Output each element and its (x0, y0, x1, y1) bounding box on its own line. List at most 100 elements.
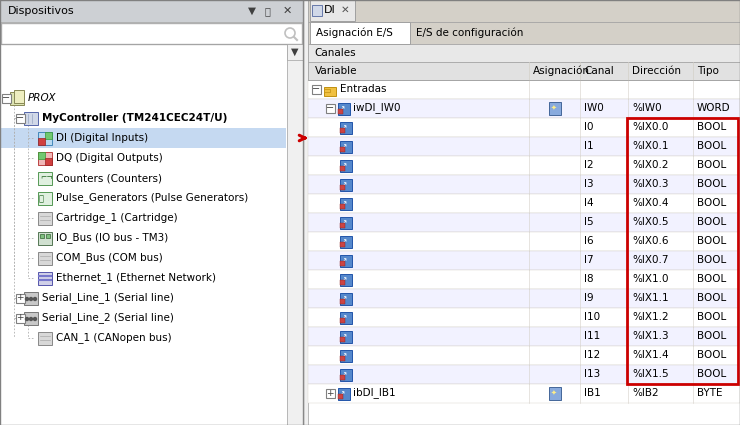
Text: %IX0.4: %IX0.4 (632, 198, 668, 208)
Bar (308, 251, 740, 270)
Text: %IX1.5: %IX1.5 (632, 369, 669, 379)
Text: Entradas: Entradas (340, 84, 386, 94)
Text: ↗: ↗ (341, 295, 347, 303)
Text: BOOL: BOOL (697, 179, 726, 189)
Text: %IX1.3: %IX1.3 (632, 331, 669, 341)
Text: %IX0.0: %IX0.0 (632, 122, 668, 132)
Text: %IX0.5: %IX0.5 (632, 217, 668, 227)
Bar (287, 44, 303, 425)
Text: PROX: PROX (28, 93, 56, 103)
Bar (338, 103, 350, 115)
Text: Canales: Canales (314, 48, 356, 58)
Text: ↗: ↗ (341, 181, 347, 190)
Bar (40, 234, 44, 238)
Text: ✦: ✦ (551, 390, 557, 396)
Text: BYTE: BYTE (697, 388, 722, 398)
Text: I1: I1 (584, 141, 593, 151)
Bar (14, 90, 24, 103)
Text: BOOL: BOOL (697, 255, 726, 265)
Bar (310, 0, 355, 21)
Text: %IX0.1: %IX0.1 (632, 141, 668, 151)
Text: Dispositivos: Dispositivos (8, 6, 75, 16)
Bar (10, 92, 24, 105)
Text: DI (Digital Inputs): DI (Digital Inputs) (56, 133, 148, 143)
Text: Asignación: Asignación (533, 66, 590, 76)
Bar (308, 156, 740, 175)
Bar (38, 272, 52, 285)
Text: ↗: ↗ (341, 142, 347, 151)
Circle shape (25, 317, 29, 320)
Text: Counters (Counters): Counters (Counters) (56, 173, 162, 183)
Text: COM_Bus (COM bus): COM_Bus (COM bus) (56, 252, 163, 264)
Text: ↗: ↗ (341, 218, 347, 227)
Bar (312, 85, 321, 94)
Bar (308, 175, 740, 194)
Text: BOOL: BOOL (697, 217, 726, 227)
Bar (308, 384, 740, 403)
Bar (340, 375, 345, 380)
Bar (308, 213, 740, 232)
Bar (38, 172, 52, 185)
Bar (627, 118, 738, 384)
Bar (549, 387, 561, 400)
Text: %IX1.0: %IX1.0 (632, 274, 668, 284)
Bar (340, 350, 352, 362)
Text: Dirección: Dirección (632, 66, 681, 76)
Circle shape (33, 317, 36, 320)
Text: IB1: IB1 (584, 388, 601, 398)
Bar (308, 194, 740, 213)
Bar (308, 232, 740, 251)
Bar (16, 114, 25, 123)
Bar (312, 5, 322, 16)
Text: Cartridge_1 (Cartridge): Cartridge_1 (Cartridge) (56, 212, 178, 224)
Text: −: − (326, 103, 334, 113)
Bar (340, 198, 352, 210)
Bar (340, 166, 345, 171)
Text: ↗: ↗ (341, 332, 347, 342)
Bar (38, 192, 52, 205)
Bar (340, 122, 352, 134)
Text: BOOL: BOOL (697, 274, 726, 284)
Bar (340, 369, 352, 381)
Text: I8: I8 (584, 274, 593, 284)
Bar (340, 223, 345, 228)
Bar (24, 292, 38, 305)
Bar (308, 0, 740, 22)
Text: BOOL: BOOL (697, 198, 726, 208)
Bar (0, 44, 287, 425)
Bar (308, 137, 740, 156)
Bar (338, 394, 343, 399)
Bar (38, 212, 52, 225)
Text: Ethernet_1 (Ethernet Network): Ethernet_1 (Ethernet Network) (56, 272, 216, 283)
Text: ▼: ▼ (248, 6, 256, 16)
Bar (308, 44, 740, 62)
Text: Tipo: Tipo (697, 66, 719, 76)
Text: I9: I9 (584, 293, 593, 303)
Text: ⎍: ⎍ (39, 195, 44, 204)
Text: I6: I6 (584, 236, 593, 246)
Text: %IX0.6: %IX0.6 (632, 236, 668, 246)
Bar (338, 388, 350, 400)
Text: −: − (312, 84, 320, 94)
Text: I7: I7 (584, 255, 593, 265)
Bar (45, 132, 52, 139)
Text: 뒤: 뒤 (265, 6, 271, 16)
Bar (340, 236, 352, 248)
Text: BOOL: BOOL (697, 293, 726, 303)
Bar (340, 217, 352, 229)
Bar (24, 112, 38, 125)
Bar (340, 185, 345, 190)
Text: Canal: Canal (584, 66, 613, 76)
Text: BOOL: BOOL (697, 160, 726, 170)
Bar (308, 308, 740, 327)
Bar (308, 22, 740, 44)
Text: %IX1.1: %IX1.1 (632, 293, 669, 303)
Text: BOOL: BOOL (697, 350, 726, 360)
Text: Asignación E/S: Asignación E/S (316, 28, 393, 38)
Text: BOOL: BOOL (697, 331, 726, 341)
Text: WORD: WORD (697, 103, 730, 113)
Bar (338, 109, 343, 114)
Bar (0, 0, 303, 22)
Bar (308, 80, 740, 99)
Bar (38, 138, 45, 145)
